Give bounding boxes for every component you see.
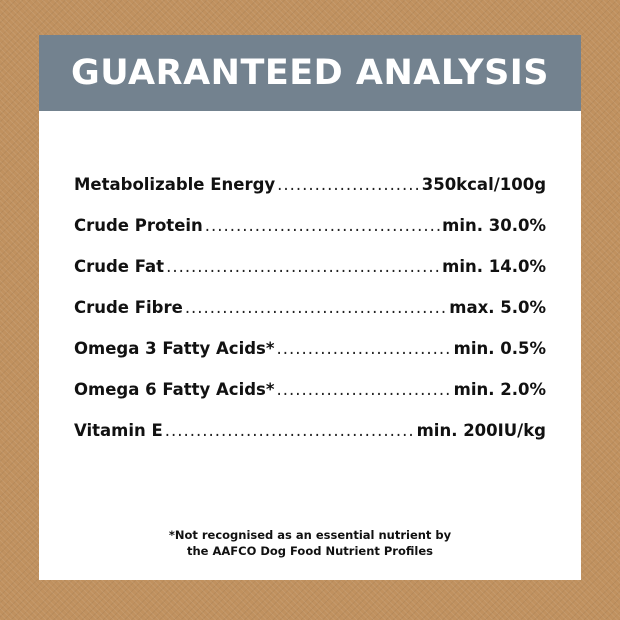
nutrient-row: Crude Fibre max. 5.0% — [74, 298, 546, 339]
analysis-card: GUARANTEED ANALYSIS Metabolizable Energy… — [39, 35, 581, 580]
nutrient-row: Omega 3 Fatty Acids* min. 0.5% — [74, 339, 546, 380]
nutrient-value: max. 5.0% — [449, 298, 546, 317]
nutrient-value: min. 200IU/kg — [416, 421, 546, 440]
dot-leader — [205, 216, 440, 235]
dot-leader — [277, 175, 420, 194]
nutrient-label: Omega 3 Fatty Acids* — [74, 339, 275, 358]
dot-leader — [166, 257, 440, 276]
nutrient-row: Crude Protein min. 30.0% — [74, 216, 546, 257]
dot-leader — [277, 339, 452, 358]
nutrient-list: Metabolizable Energy 350kcal/100g Crude P… — [74, 175, 546, 462]
nutrient-label: Metabolizable Energy — [74, 175, 276, 194]
footnote: *Not recognised as an essential nutrient… — [39, 527, 581, 559]
nutrient-row: Vitamin E min. 200IU/kg — [74, 421, 546, 462]
dot-leader — [277, 380, 452, 399]
footnote-line: *Not recognised as an essential nutrient… — [168, 528, 452, 542]
nutrient-value: min. 0.5% — [453, 339, 546, 358]
nutrient-value: 350kcal/100g — [421, 175, 546, 194]
nutrient-label: Crude Fat — [74, 257, 165, 276]
header-banner: GUARANTEED ANALYSIS — [39, 35, 581, 111]
page-title: GUARANTEED ANALYSIS — [70, 53, 550, 93]
nutrient-label: Vitamin E — [74, 421, 163, 440]
nutrient-value: min. 14.0% — [442, 257, 546, 276]
nutrient-label: Omega 6 Fatty Acids* — [74, 380, 275, 399]
nutrient-row: Metabolizable Energy 350kcal/100g — [74, 175, 546, 216]
dot-leader — [165, 421, 415, 440]
nutrient-label: Crude Fibre — [74, 298, 183, 317]
footnote-line: the AAFCO Dog Food Nutrient Profiles — [187, 544, 433, 558]
nutrient-label: Crude Protein — [74, 216, 203, 235]
dot-leader — [185, 298, 447, 317]
nutrient-value: min. 2.0% — [453, 380, 546, 399]
nutrient-row: Crude Fat min. 14.0% — [74, 257, 546, 298]
nutrient-row: Omega 6 Fatty Acids* min. 2.0% — [74, 380, 546, 421]
nutrient-value: min. 30.0% — [442, 216, 546, 235]
